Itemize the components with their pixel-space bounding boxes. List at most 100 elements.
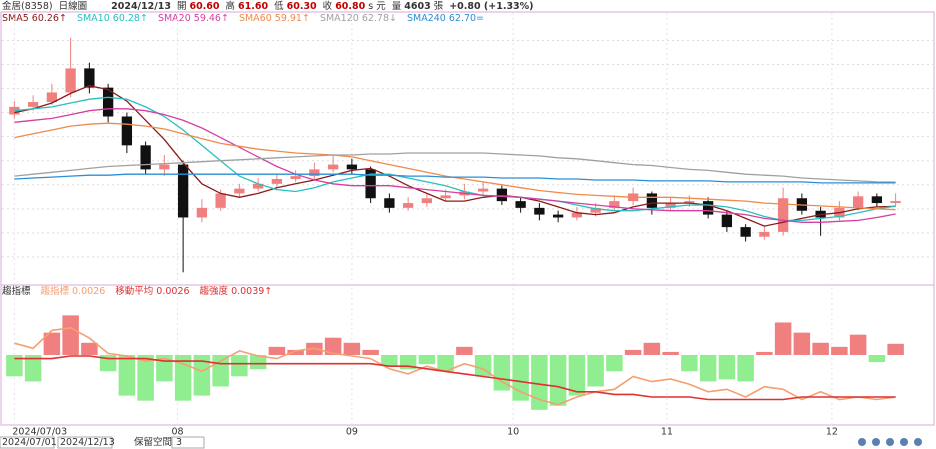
icon[interactable] [914, 438, 922, 446]
candle-body [552, 214, 564, 218]
end-input[interactable] [57, 436, 113, 449]
legend-name: SMA5 [2, 13, 29, 24]
toolbar-icons[interactable] [858, 438, 922, 446]
legend-name: 移動平均 [115, 285, 153, 297]
header-item: 量 [392, 1, 402, 12]
reserve-input[interactable] [171, 436, 205, 449]
candle-body [609, 201, 620, 208]
candle-body [27, 102, 39, 107]
bar [249, 354, 267, 370]
header-item: 60.60 [189, 1, 219, 12]
indicator-pane [0, 284, 935, 426]
bar [849, 334, 867, 355]
candle-body [365, 169, 376, 199]
bar [868, 354, 886, 363]
reserve-value: 3 [176, 437, 182, 448]
legend: 趨指標 趨指標 0.0026 移動平均 0.0026 趨強度 0.0039↑ [2, 285, 272, 297]
bar [268, 346, 286, 355]
bar [174, 354, 192, 401]
bar [568, 354, 586, 396]
bar [737, 354, 754, 382]
bar [6, 354, 23, 377]
bar [887, 343, 904, 355]
bar [137, 354, 154, 401]
bar [587, 354, 604, 387]
x-tick-label: 08 [171, 427, 183, 438]
bar [24, 354, 42, 382]
line [14, 355, 896, 401]
icon[interactable] [886, 438, 894, 446]
legend-name: SMA10 [77, 13, 110, 24]
header-item: 60.30 [287, 1, 317, 12]
header-item: 低 [274, 0, 284, 12]
candle-body [684, 201, 695, 204]
header-item: s 元 [368, 1, 386, 12]
bar [793, 332, 811, 355]
bar [662, 351, 679, 355]
start-input[interactable] [0, 436, 55, 449]
candle-body [646, 193, 658, 208]
header-item: 張 [434, 1, 444, 12]
header-item: 60.80 [335, 1, 365, 12]
bar [531, 354, 548, 410]
header-item: 61.60 [238, 1, 268, 12]
legend-value: 0.0039↑ [231, 286, 272, 297]
line [14, 108, 896, 223]
legend: SMA5 60.26↑ SMA10 60.28↑ SMA20 59.46↑ SMA60 59.… [2, 13, 484, 24]
candle-body [177, 164, 189, 218]
x-tick-label: 11 [661, 427, 673, 438]
bar [118, 354, 136, 396]
x-tick-label: 2024/07/03 [12, 427, 67, 438]
legend-value: 59.91↑ [275, 13, 310, 24]
icon[interactable] [858, 438, 866, 446]
bar [343, 342, 361, 355]
legend-name: SMA120 [320, 13, 359, 24]
legend-value: 59.46↑ [194, 13, 229, 24]
candle-body [440, 195, 451, 199]
bar [193, 354, 211, 396]
header-item: +0.80 (+1.33%) [449, 1, 533, 12]
candle-body [102, 87, 114, 117]
candle-body [702, 201, 714, 215]
candle-body [871, 196, 883, 204]
candle-body [421, 198, 433, 204]
candle-body [309, 169, 320, 177]
candle-body [215, 193, 226, 208]
header-item: 4603 [404, 1, 430, 12]
line [14, 96, 896, 222]
legend-value: 0.0026 [72, 286, 105, 297]
candle-body [252, 183, 264, 189]
bar [831, 346, 848, 355]
candle-body [777, 198, 789, 232]
legend-name: 趨強度 [200, 285, 229, 297]
header-item: 金居(8358) [2, 0, 53, 12]
bar [718, 354, 736, 380]
reserve-label: 保留空間 [134, 436, 172, 448]
candle-body [534, 207, 545, 215]
candle-body [196, 207, 208, 218]
candle-body [759, 231, 770, 237]
icon[interactable] [872, 438, 880, 446]
candle-body [271, 179, 283, 184]
bar [493, 354, 511, 391]
bar [681, 354, 698, 372]
bar [549, 354, 567, 406]
candle-body [84, 68, 95, 88]
candle-body [890, 201, 901, 204]
legend-value: 62.70= [449, 13, 484, 24]
header-item: 高 [226, 0, 236, 12]
candle-body [515, 201, 526, 208]
line [14, 173, 896, 184]
candle-body [65, 68, 76, 93]
x-tick-label: 09 [346, 427, 358, 438]
bar [212, 354, 229, 387]
x-tick-label: 12 [826, 427, 838, 438]
header-item: 日線圖 [59, 0, 88, 12]
header-item: 收 [323, 0, 333, 12]
bar [699, 354, 717, 382]
pane-title: 趨指標 [2, 285, 31, 297]
icon[interactable] [900, 438, 908, 446]
legend-value: 0.0026 [156, 286, 189, 297]
candle-body [290, 176, 301, 180]
bar [287, 349, 304, 355]
